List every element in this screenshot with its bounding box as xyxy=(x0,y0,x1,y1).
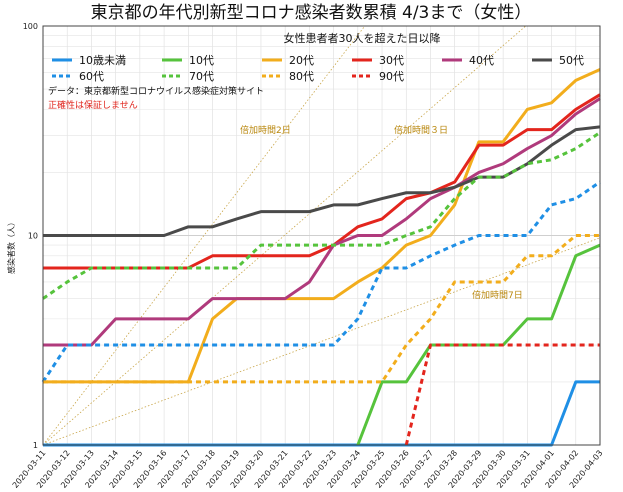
legend-label: 80代 xyxy=(289,70,314,83)
y-tick-label: 100 xyxy=(23,22,38,31)
data-source-note: データ：東京都新型コロナウイルス感染症対策サイト xyxy=(48,85,264,97)
series-line xyxy=(43,97,601,347)
series-line xyxy=(356,243,601,446)
legend-label: 70代 xyxy=(189,70,214,83)
legend-label: 50代 xyxy=(559,54,584,67)
doubling-label: 倍加時間2日 xyxy=(240,124,291,136)
y-tick-label: 1 xyxy=(33,441,38,450)
chart-title: 東京都の年代別新型コロナ感染者数累積 4/3まで（女性） xyxy=(91,3,532,23)
series-line xyxy=(43,234,600,384)
legend-label: 10代 xyxy=(189,54,214,67)
series-line xyxy=(43,125,601,237)
y-axis-label: 感染者数（人） xyxy=(6,218,16,274)
legend-label: 60代 xyxy=(79,70,104,83)
y-tick-label: 10 xyxy=(28,232,38,241)
series-line xyxy=(41,180,601,383)
legend-label: 40代 xyxy=(469,54,494,67)
doubling-line xyxy=(42,237,601,446)
plot-border xyxy=(42,25,601,446)
doubling-label: 倍加時間7日 xyxy=(472,289,523,301)
legend-label: 20代 xyxy=(289,54,314,67)
series-line xyxy=(43,68,601,384)
legend-label: 10歳未満 xyxy=(79,54,126,67)
series-line xyxy=(404,343,600,446)
doubling-label: 倍加時間３日 xyxy=(394,124,448,136)
accuracy-warning: 正確性は保証しません xyxy=(48,99,138,111)
series-line xyxy=(43,380,600,447)
series-lines xyxy=(41,68,601,447)
legend-label: 90代 xyxy=(379,70,404,83)
legend: 10歳未満 10代 20代 30代 40代 50代 60代 70代 80代 90代 xyxy=(52,54,584,83)
chart-subtitle: 女性患者者30人を超えた日以降 xyxy=(284,31,441,45)
series-line xyxy=(43,93,601,270)
series-line xyxy=(42,131,601,300)
legend-label: 30代 xyxy=(379,54,404,67)
